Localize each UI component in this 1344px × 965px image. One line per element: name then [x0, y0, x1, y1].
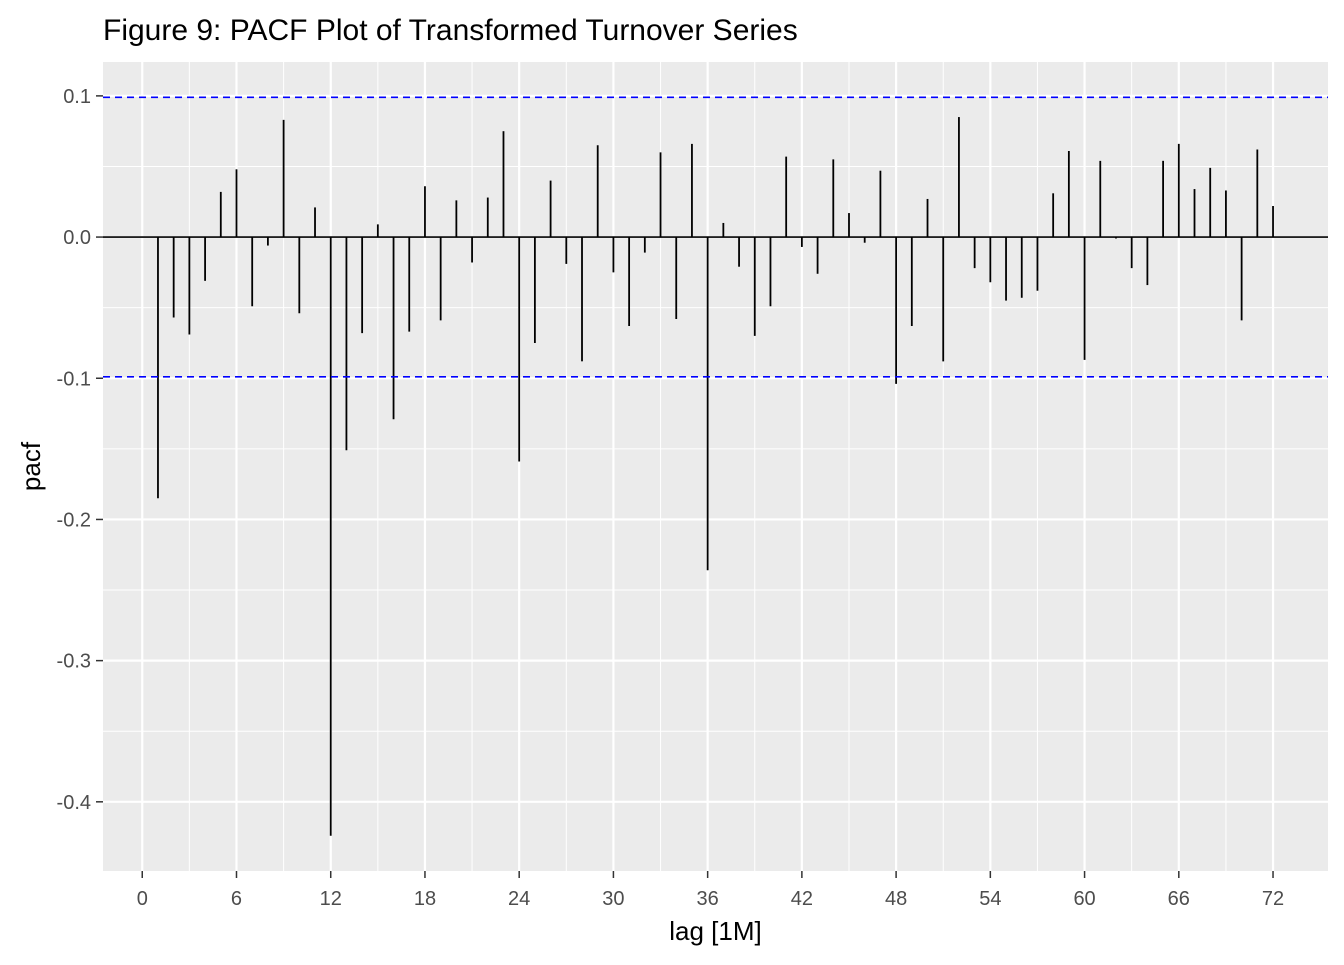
confidence-lines	[103, 96, 1328, 378]
x-axis: 0 6 12 18 24 30 36 42 48 54 60 66 72	[137, 871, 1284, 910]
y-tick-label: -0.1	[57, 368, 91, 390]
x-tick-label: 12	[320, 888, 342, 910]
major-grid	[103, 62, 1328, 871]
x-tick-label: 0	[137, 888, 148, 910]
x-tick-label: 54	[979, 888, 1001, 910]
plot-panel	[103, 62, 1328, 871]
x-tick-label: 48	[885, 888, 907, 910]
y-tick-label: 0.0	[63, 227, 91, 249]
y-tick-label: 0.1	[63, 86, 91, 108]
y-tick-label: -0.3	[57, 651, 91, 673]
y-tick-label: -0.2	[57, 509, 91, 531]
x-tick-label: 42	[791, 888, 813, 910]
x-tick-label: 24	[508, 888, 530, 910]
x-tick-label: 18	[414, 888, 436, 910]
x-axis-label: lag [1M]	[669, 916, 762, 946]
x-tick-label: 6	[231, 888, 242, 910]
y-tick-label: -0.4	[57, 792, 91, 814]
y-axis-label: pacf	[16, 441, 46, 491]
y-axis: 0.1 0.0 -0.1 -0.2 -0.3 -0.4	[57, 86, 103, 814]
x-tick-label: 36	[697, 888, 719, 910]
x-tick-label: 72	[1262, 888, 1284, 910]
x-tick-label: 30	[602, 888, 624, 910]
chart-title: Figure 9: PACF Plot of Transformed Turno…	[103, 14, 798, 47]
x-tick-label: 66	[1168, 888, 1190, 910]
pacf-bars	[157, 117, 1274, 836]
x-tick-label: 60	[1073, 888, 1095, 910]
